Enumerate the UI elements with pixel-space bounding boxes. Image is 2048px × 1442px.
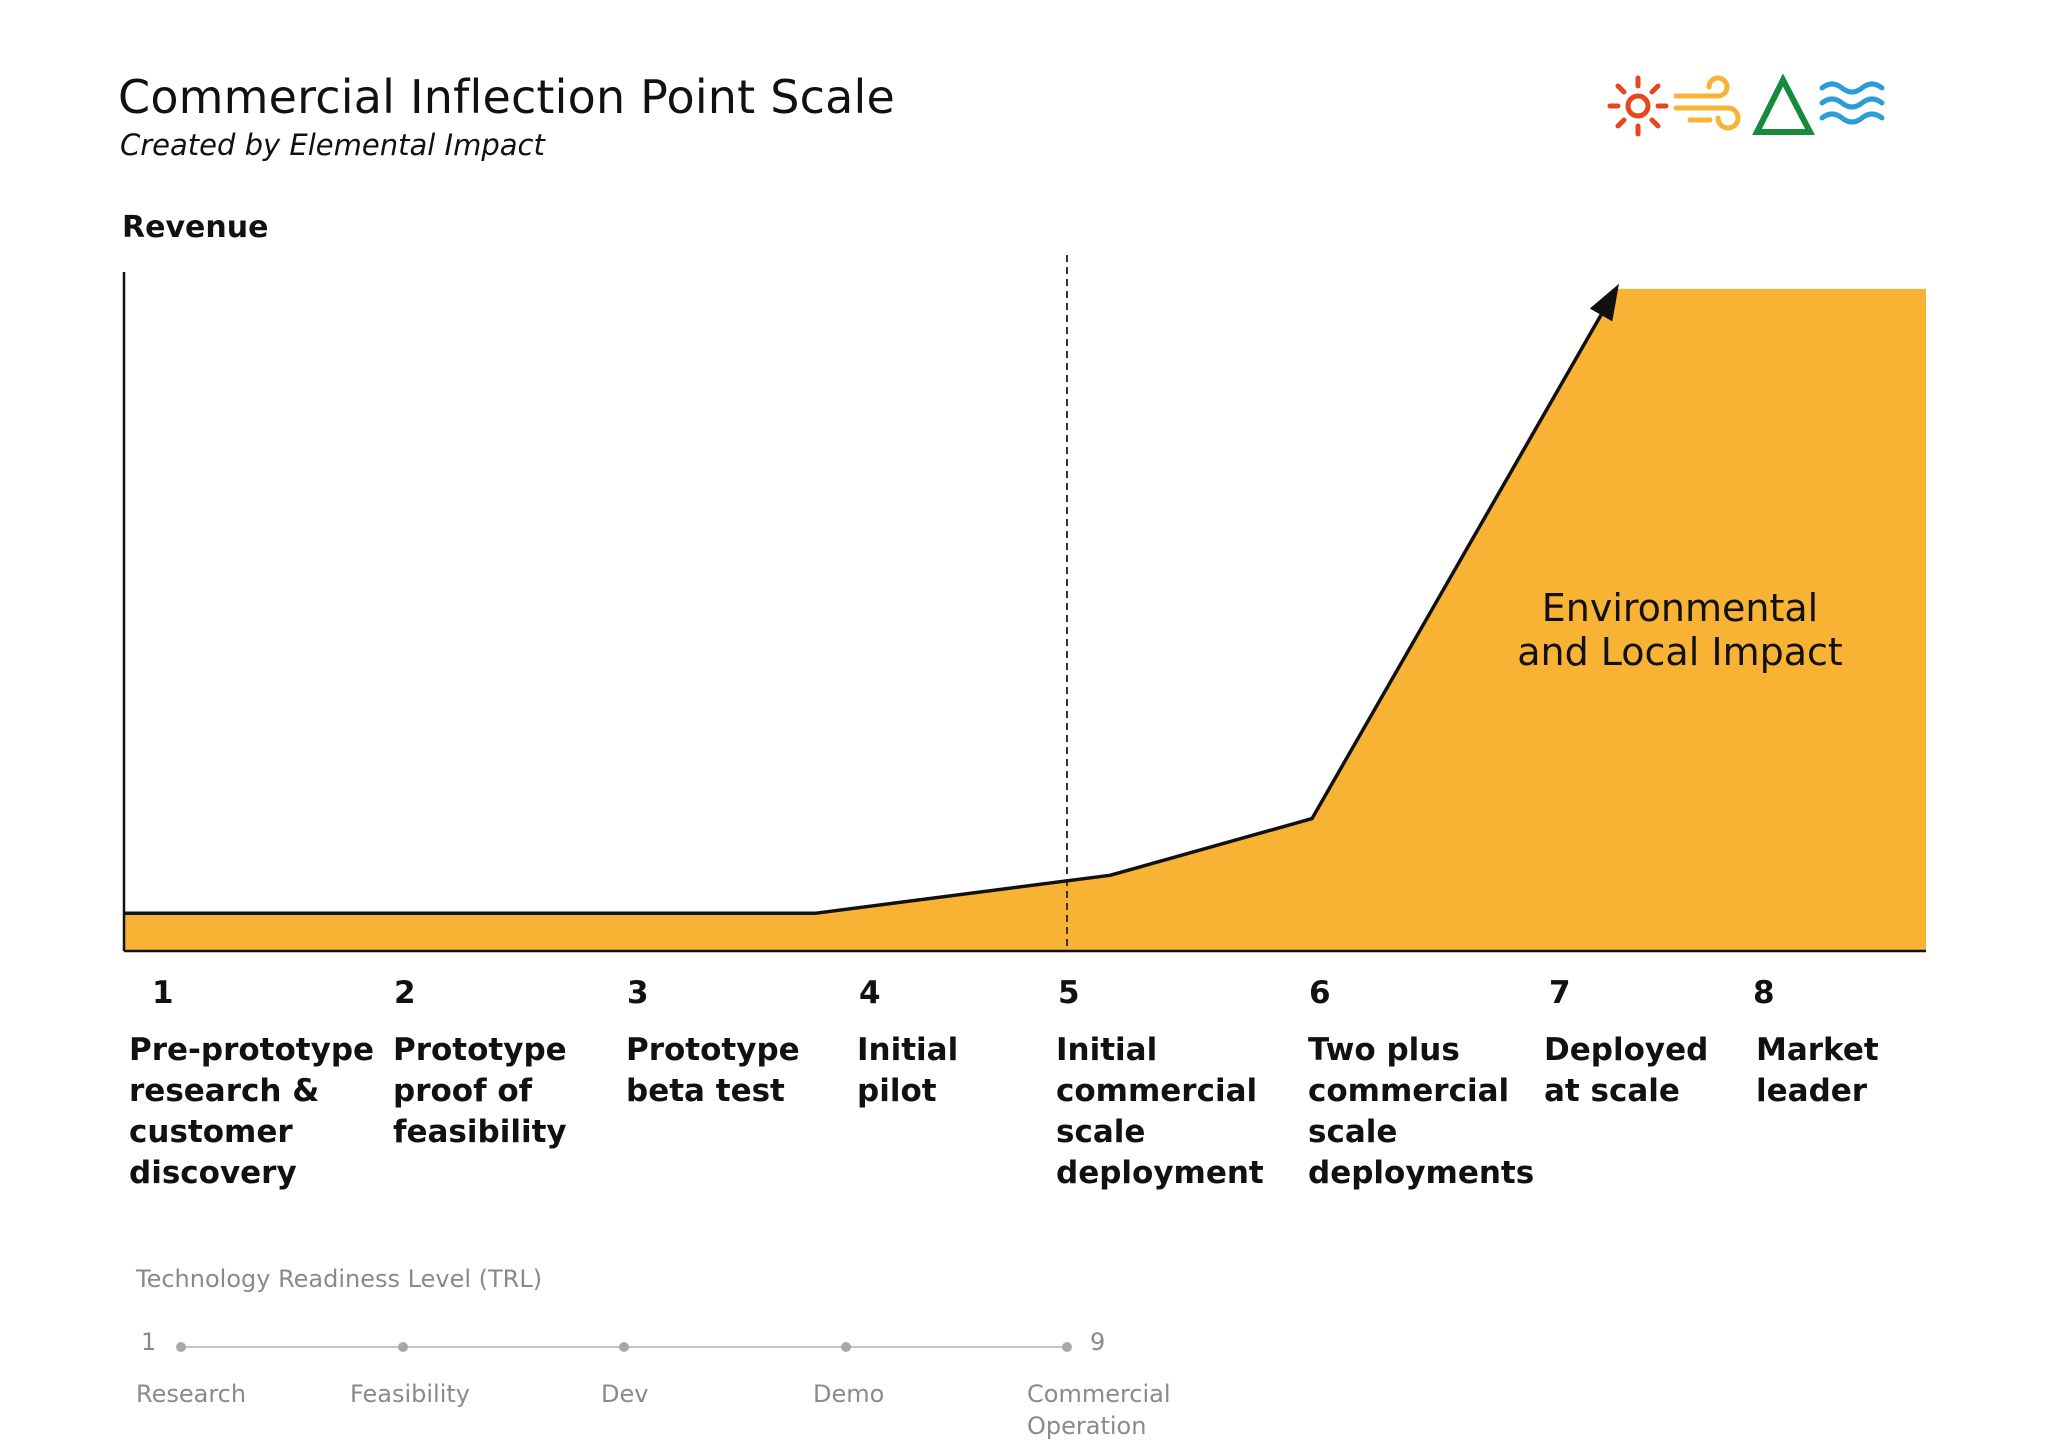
stage-description-line: Prototype [393,1032,567,1068]
stage-description: Prototype proof of feasibility [393,1030,567,1153]
y-axis-label: Revenue [122,210,269,245]
trl-dot [176,1342,186,1352]
stage-description-line: feasibility [393,1114,567,1150]
stage-description: Two plus commercial scale deployments [1308,1030,1534,1194]
stage-description-line: proof of [393,1073,533,1109]
stage-description: Deployed at scale [1544,1030,1708,1112]
stage-number: 1 [152,975,174,1011]
stage-description-line: deployment [1056,1155,1264,1191]
stage-number: 6 [1309,975,1331,1011]
stage-number: 4 [859,975,881,1011]
stage-description-line: customer [129,1114,293,1150]
stage-description: Market leader [1756,1030,1879,1112]
stage-description-line: Deployed [1544,1032,1709,1068]
stage-description: Prototype beta test [626,1030,800,1112]
trl-label-line: Feasibility [350,1380,470,1408]
trl-label: Dev [601,1378,648,1410]
trl-title: Technology Readiness Level (TRL) [136,1265,543,1293]
stage-description-line: Initial [857,1032,959,1068]
sun-icon [1607,75,1669,137]
stage-description-line: scale [1056,1114,1146,1150]
stage-description: Initial pilot [857,1030,958,1112]
stage-description: Pre-prototype research & customer discovery [129,1030,374,1194]
stage-description-line: discovery [129,1155,297,1191]
triangle-icon [1752,73,1815,135]
arrow-head [1589,283,1619,322]
wind-icon [1673,75,1741,131]
trl-dot [619,1342,629,1352]
trl-label: Research [136,1378,246,1410]
trl-label-line: Operation [1027,1412,1147,1440]
stage-description-line: leader [1756,1073,1868,1109]
trl-dot [841,1342,851,1352]
trl-label-line: Demo [813,1380,885,1408]
stage-description-line: at scale [1544,1073,1680,1109]
impact-label-line: Environmental [1541,586,1819,630]
page-title: Commercial Inflection Point Scale [118,70,895,124]
trl-label: Demo [813,1378,884,1410]
stage-number: 2 [394,975,416,1011]
trl-label-line: Commercial [1027,1380,1171,1408]
trl-label: Feasibility [350,1378,470,1410]
revenue-area [124,288,1926,951]
stage-description-line: Initial [1056,1032,1158,1068]
trl-start-value: 1 [141,1328,157,1356]
impact-label-line: and Local Impact [1517,630,1843,674]
stage-description-line: beta test [626,1073,785,1109]
stage-number: 3 [627,975,649,1011]
stage-number: 5 [1058,975,1080,1011]
impact-label: Environmental and Local Impact [1480,586,1880,674]
revenue-curve-line [124,314,1603,915]
stage-description: Initial commercial scale deployment [1056,1030,1264,1194]
stage-description-line: pilot [857,1073,937,1109]
page-subtitle: Created by Elemental Impact [120,128,545,162]
trl-label-line: Dev [601,1380,649,1408]
elemental-logo [1607,73,1885,137]
trl-end-value: 9 [1090,1328,1106,1356]
trl-dot [1062,1342,1072,1352]
stage-description-line: commercial [1056,1073,1258,1109]
stage-description-line: Pre-prototype [129,1032,375,1068]
stage-description-line: scale [1308,1114,1398,1150]
stage-number: 7 [1549,975,1571,1011]
trl-dot [398,1342,408,1352]
trl-scale [176,1342,1072,1352]
stage-description-line: Prototype [626,1032,800,1068]
stage-description-line: research & [129,1073,320,1109]
trl-label: Commercial Operation [1027,1378,1171,1442]
stage-number: 8 [1753,975,1775,1011]
stage-description-line: Two plus [1308,1032,1460,1068]
water-waves-icon [1819,81,1885,125]
stage-description-line: Market [1756,1032,1879,1068]
trl-label-line: Research [136,1380,247,1408]
stage-description-line: deployments [1308,1155,1535,1191]
stage-description-line: commercial [1308,1073,1510,1109]
